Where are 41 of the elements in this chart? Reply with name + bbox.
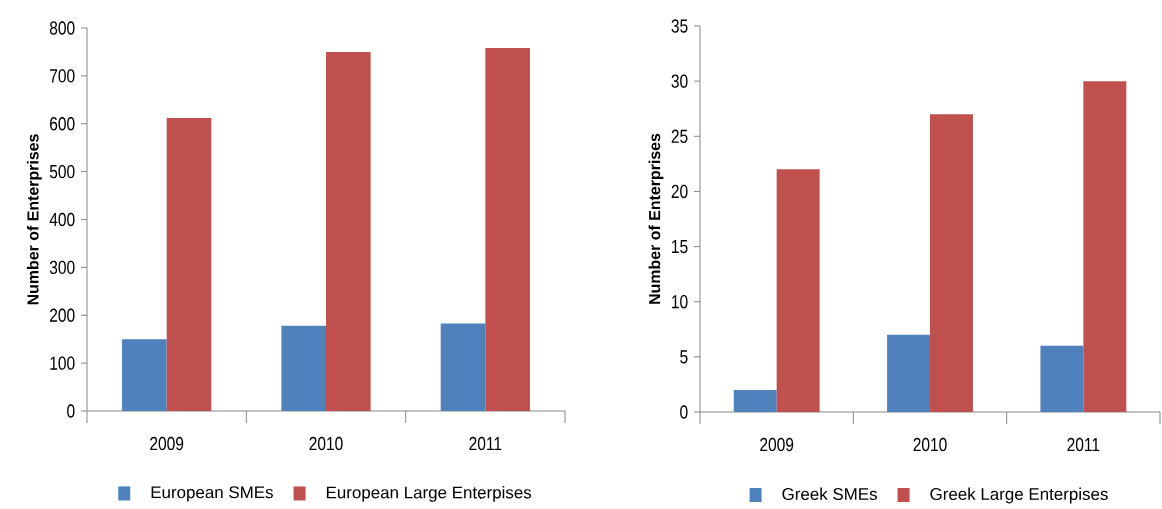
x-tick-label: 2010 — [913, 437, 947, 452]
bar — [887, 334, 931, 412]
bar — [930, 114, 973, 412]
legend-label: European Large Enterpises — [326, 486, 532, 502]
y-tick-label: 200 — [50, 308, 75, 322]
y-axis-title: Number of Enterprises — [648, 133, 664, 304]
y-tick-label: 100 — [50, 356, 75, 370]
y-tick-label: 0 — [67, 404, 75, 418]
y-tick-label: 300 — [49, 260, 75, 275]
y-tick-label: 0 — [680, 405, 688, 419]
x-tick-label: 2011 — [1067, 437, 1100, 452]
bar — [1083, 81, 1127, 412]
y-tick-label: 20 — [671, 184, 688, 199]
bar — [122, 339, 167, 411]
bar — [166, 118, 212, 411]
y-tick-label: 25 — [671, 129, 688, 143]
y-tick-label: 400 — [49, 212, 75, 227]
y-tick-label: 700 — [50, 69, 75, 83]
bar — [1040, 345, 1084, 412]
x-tick-label: 2009 — [150, 436, 184, 451]
y-tick-label: 800 — [49, 21, 75, 35]
y-tick-label: 500 — [49, 164, 75, 179]
y-tick-label: 600 — [50, 117, 75, 131]
bar — [485, 48, 530, 411]
bar — [281, 325, 326, 411]
legend-label: Greek SMEs — [782, 487, 877, 501]
x-tick-label: 2011 — [469, 436, 502, 451]
y-tick-label: 35 — [671, 19, 688, 33]
y-tick-label: 5 — [680, 350, 688, 364]
y-axis-title: Number of Enterprises — [26, 134, 42, 305]
bar — [326, 51, 371, 411]
bar — [733, 389, 777, 412]
y-tick-label: 10 — [672, 295, 688, 309]
x-tick-label: 2009 — [760, 437, 794, 452]
y-tick-label: 30 — [671, 74, 688, 88]
legend-label: European SMEs — [151, 486, 273, 502]
bar — [776, 169, 820, 412]
y-tick-label: 15 — [672, 239, 688, 254]
legend-label: Greek Large Enterpises — [930, 487, 1108, 504]
bar — [440, 323, 486, 411]
x-tick-label: 2010 — [309, 436, 343, 451]
